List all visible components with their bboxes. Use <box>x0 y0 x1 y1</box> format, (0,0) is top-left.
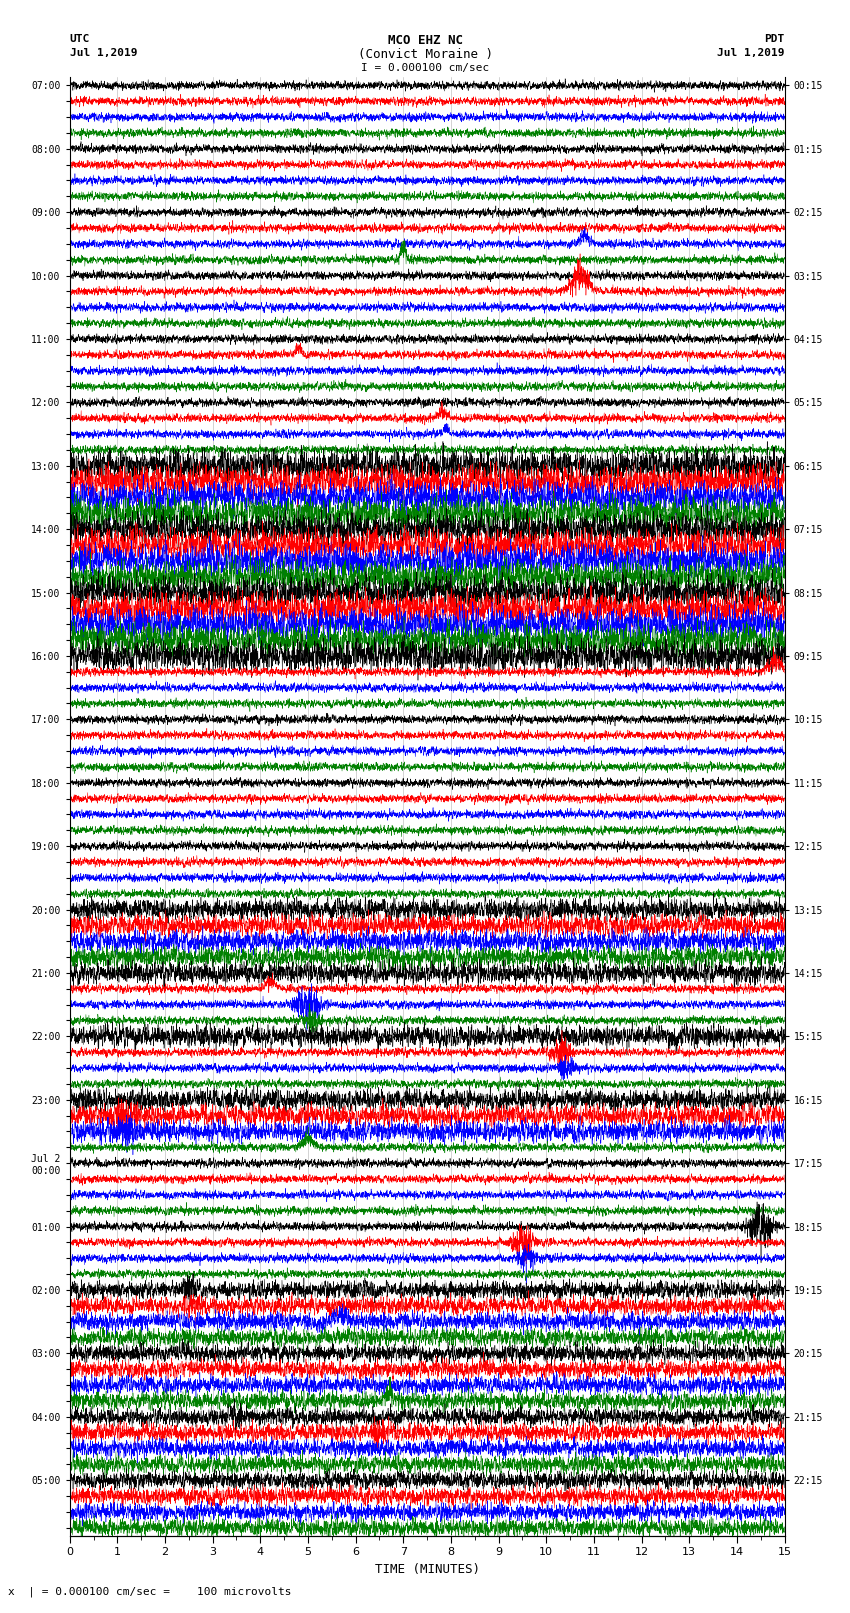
Text: UTC: UTC <box>70 34 90 44</box>
Text: MCO EHZ NC: MCO EHZ NC <box>388 34 462 47</box>
X-axis label: TIME (MINUTES): TIME (MINUTES) <box>375 1563 479 1576</box>
Text: (Convict Moraine ): (Convict Moraine ) <box>358 48 492 61</box>
Text: I = 0.000100 cm/sec: I = 0.000100 cm/sec <box>361 63 489 73</box>
Text: x  | = 0.000100 cm/sec =    100 microvolts: x | = 0.000100 cm/sec = 100 microvolts <box>8 1586 292 1597</box>
Text: PDT: PDT <box>764 34 785 44</box>
Text: Jul 1,2019: Jul 1,2019 <box>70 48 137 58</box>
Text: Jul 1,2019: Jul 1,2019 <box>717 48 785 58</box>
